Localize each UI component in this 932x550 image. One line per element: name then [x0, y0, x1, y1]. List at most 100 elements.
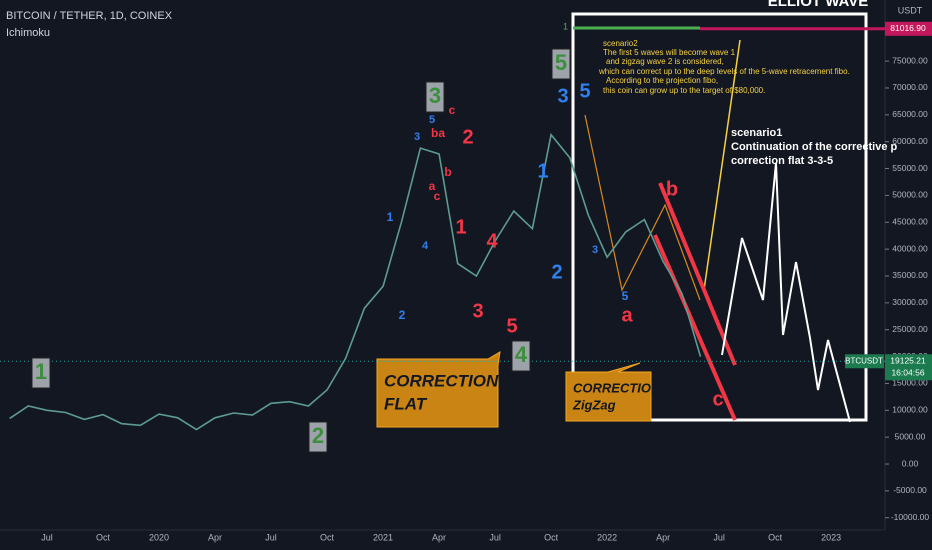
wave-label: 1 [563, 21, 568, 31]
scenario-text: According to the projection fibo, [606, 76, 718, 85]
y-tick-label: 25000.00 [892, 324, 928, 334]
x-tick-label: 2021 [373, 532, 393, 542]
channel-line [658, 182, 737, 366]
wave-label: 1 [455, 216, 466, 238]
wave-label: 4 [422, 240, 429, 252]
wave-label: 2 [551, 261, 562, 283]
wave-box [551, 48, 571, 80]
wave-label: 3 [592, 244, 598, 256]
x-tick-label: Apr [432, 532, 446, 542]
x-tick-label: Jul [265, 532, 277, 542]
chart-title: BITCOIN / TETHER, 1D, COINEX [6, 10, 173, 22]
x-tick-label: Oct [320, 532, 335, 542]
price-tag-label: 19125.21 [890, 356, 926, 366]
x-tick-label: Jul [713, 532, 725, 542]
wave-label: 5 [506, 315, 517, 337]
wave-box [31, 357, 51, 389]
x-tick-label: Apr [656, 532, 670, 542]
wave-box [425, 81, 445, 113]
y-tick-label: 50000.00 [892, 190, 928, 200]
y-tick-label: 15000.00 [892, 378, 928, 388]
wave-label: b [666, 178, 678, 200]
y-tick-label: 30000.00 [892, 297, 928, 307]
symbol-tag [845, 354, 884, 369]
wave-box [511, 340, 531, 372]
scenario-text: and zigzag wave 2 is considered, [606, 57, 724, 66]
wave-label: 3 [472, 300, 483, 322]
y-tick-label: 5000.00 [895, 431, 926, 441]
price-line [9, 132, 702, 431]
scenario-text: this coin can grow up to the target of $… [603, 86, 765, 95]
callout-text: FLAT [384, 394, 428, 413]
indicator: Ichimoku [6, 27, 50, 39]
y-tick-label: -10000.00 [891, 512, 930, 522]
scenario-text: The first 5 waves will become wave 1 [603, 48, 736, 57]
wave-line [584, 114, 701, 301]
x-tick-label: 2023 [821, 532, 841, 542]
y-tick-label: 35000.00 [892, 270, 928, 280]
callout-text: CORRECTION [573, 380, 661, 395]
y-tick-label: 40000.00 [892, 243, 928, 253]
projection-path [721, 162, 851, 423]
y-tick-label: 55000.00 [892, 163, 928, 173]
scenario-text: which can correct up to the deep levels … [598, 67, 850, 76]
wave-label: 2 [312, 423, 324, 448]
price-tag [885, 354, 932, 381]
wave-label: a [429, 179, 436, 193]
callout [565, 362, 652, 422]
wave-label: a [621, 304, 633, 326]
scenario-text: scenario1 [731, 127, 782, 139]
wave-box [308, 421, 328, 453]
symbol-tag-label: BTCUSDT [845, 356, 883, 365]
scenario-box [571, 12, 868, 422]
wave-label: 1 [537, 160, 548, 182]
x-tick-label: Oct [544, 532, 559, 542]
wave-label: 3 [429, 83, 441, 108]
scenario-text: scenario2 [603, 39, 638, 48]
x-tick-label: Jul [489, 532, 501, 542]
wave-label: 5 [622, 289, 629, 303]
wave-label: 2 [399, 308, 406, 322]
x-tick-label: Apr [208, 532, 222, 542]
wave-label: 1 [387, 210, 394, 224]
callout-text: CORRECTION [384, 371, 499, 390]
callout-text: ZigZag [572, 397, 616, 412]
wave-label: 3 [557, 85, 568, 107]
y-tick-label: 10000.00 [892, 405, 928, 415]
wave-label: c [434, 189, 441, 203]
x-tick-label: Oct [768, 532, 783, 542]
countdown: 16:04:56 [891, 368, 924, 378]
scenario-text: Continuation of the corrective p [731, 141, 898, 153]
wave-label: 1 [35, 359, 47, 384]
y-tick-label: 60000.00 [892, 136, 928, 146]
wave-label: 4 [486, 230, 498, 252]
channel-line [653, 234, 737, 421]
wave-label: 5 [429, 114, 435, 126]
wave-label: 5 [579, 80, 590, 102]
projection-line [703, 39, 741, 291]
x-tick-label: Oct [96, 532, 111, 542]
wave-label: 3 [414, 131, 420, 143]
scenario-text: correction flat 3-3-5 [731, 155, 833, 167]
x-tick-label: Jul [41, 532, 53, 542]
price-tag-label: 81016.90 [890, 23, 926, 33]
wave-label: c [449, 103, 456, 117]
banner: ELLIOT WAVE [768, 0, 869, 10]
y-tick-label: 0.00 [902, 458, 919, 468]
wave-label: 5 [555, 50, 567, 75]
y-tick-label: 65000.00 [892, 109, 928, 119]
y-tick-label: 45000.00 [892, 217, 928, 227]
y-tick-label: 75000.00 [892, 55, 928, 65]
wave-label: 2 [462, 126, 473, 148]
callout [376, 351, 501, 428]
wave-label: ba [431, 126, 445, 140]
wave-label: 4 [515, 342, 528, 367]
currency: USDT [898, 5, 923, 15]
wave-label: c [712, 388, 723, 410]
y-tick-label: -5000.00 [893, 485, 927, 495]
x-tick-label: 2022 [597, 532, 617, 542]
y-tick-label: 70000.00 [892, 82, 928, 92]
x-tick-label: 2020 [149, 532, 169, 542]
wave-label: b [444, 165, 451, 179]
